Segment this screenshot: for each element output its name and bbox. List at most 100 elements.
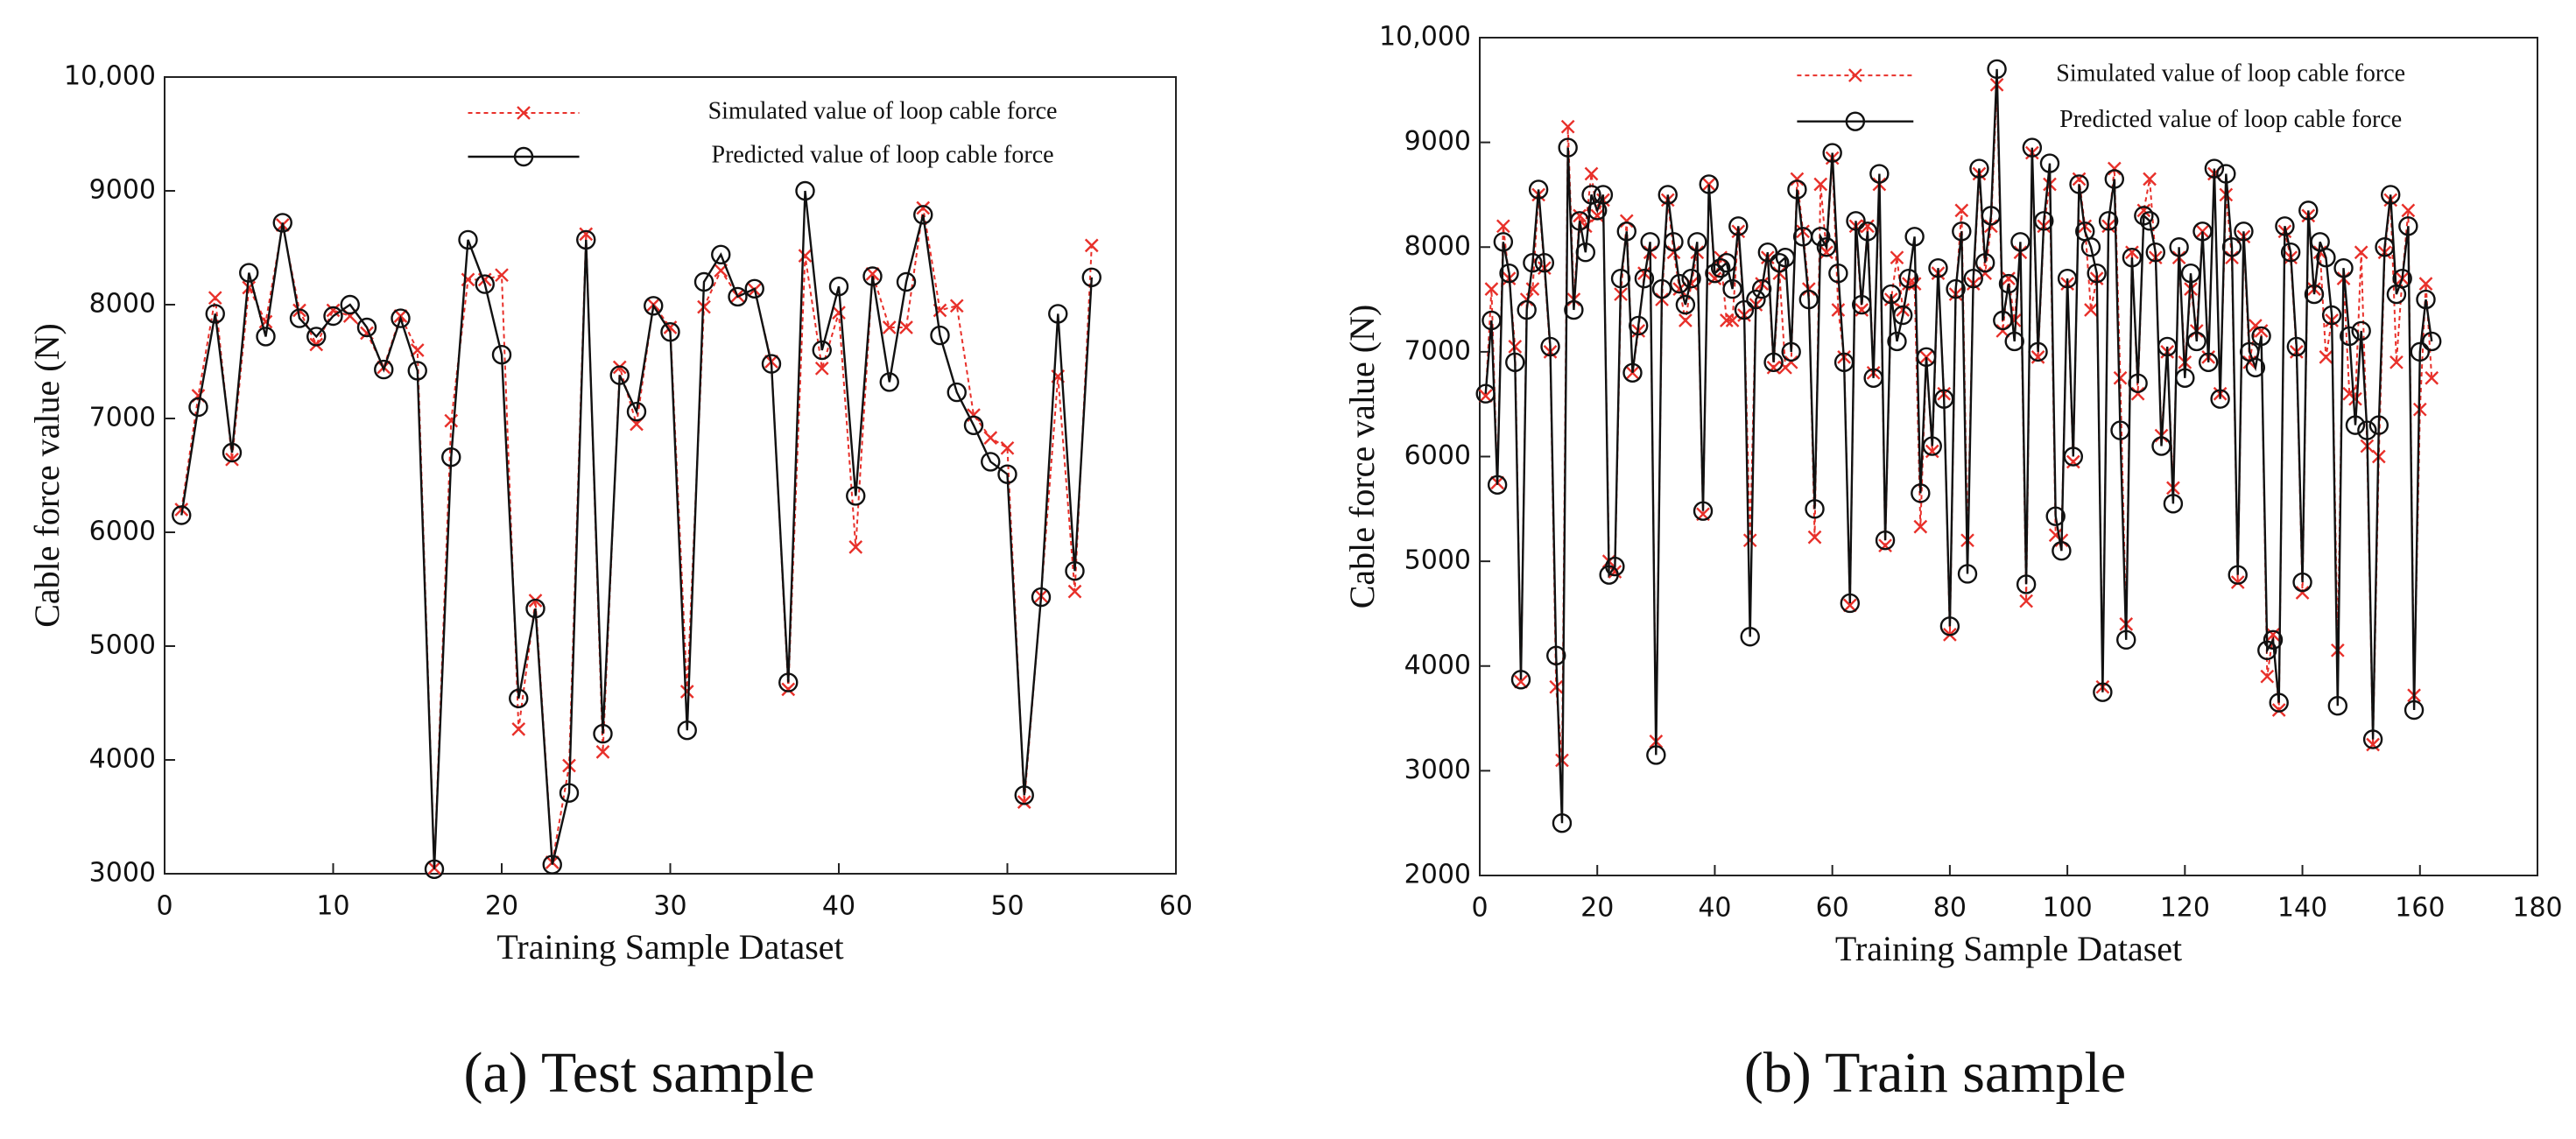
circle-marker: [1981, 206, 2002, 226]
circle-marker: [963, 415, 984, 435]
circle-marker: [1952, 221, 1972, 242]
circle-marker: [644, 296, 664, 316]
x-axis-label: Training Sample Dataset: [496, 927, 843, 967]
x-tick-label: 40: [1698, 893, 1731, 924]
x-marker: [1619, 214, 1634, 229]
circle-marker: [2269, 693, 2289, 713]
circle-marker: [1048, 304, 1068, 324]
x-marker: [2319, 350, 2333, 364]
circle-marker: [1734, 299, 1755, 320]
circle-marker: [913, 205, 933, 225]
x-marker: [1573, 208, 1587, 223]
circle-marker: [1493, 232, 1514, 252]
caption: (a) Test sample: [463, 1041, 814, 1105]
y-tick-label: 7000: [1404, 335, 1471, 366]
x-marker: [1590, 208, 1605, 223]
x-tick-label: 40: [822, 891, 855, 922]
circle-marker: [2410, 341, 2430, 362]
circle-marker: [1669, 273, 1690, 294]
x-marker: [2066, 454, 2080, 469]
circle-marker: [1014, 785, 1034, 805]
circle-marker: [1887, 331, 1907, 352]
circle-marker: [778, 672, 799, 693]
circle-marker: [2145, 243, 2165, 263]
x-marker: [2295, 586, 2310, 600]
series-line: [180, 190, 1093, 869]
circle-marker: [997, 464, 1017, 484]
circle-marker: [1916, 347, 1937, 368]
circle-marker: [2039, 153, 2060, 173]
x-marker: [679, 685, 694, 699]
circle-marker: [356, 317, 377, 338]
circle-marker: [475, 274, 495, 294]
x-tick-label: 20: [1580, 893, 1614, 924]
circle-marker: [1693, 501, 1714, 521]
x-marker: [1514, 674, 1528, 689]
y-tick-label: 6000: [1404, 440, 1471, 471]
circle-marker: [2327, 696, 2348, 716]
x-marker: [1742, 533, 1757, 548]
y-tick-label: 5000: [89, 630, 156, 661]
circle-marker: [2257, 640, 2277, 661]
x-tick-label: 0: [156, 891, 172, 922]
circle-marker: [2221, 237, 2242, 257]
circle-marker: [1622, 362, 1643, 383]
circle-marker: [1722, 278, 1742, 299]
circle-marker: [1993, 310, 2013, 331]
x-tick-label: 180: [2512, 893, 2562, 924]
circle-marker: [1640, 232, 1660, 252]
x-marker: [2084, 303, 2098, 317]
y-axis-label: Cable force value (N): [27, 323, 67, 628]
circle-marker: [2216, 164, 2236, 184]
circle-marker: [2251, 326, 2271, 347]
x-marker: [2107, 161, 2122, 176]
x-marker: [1707, 271, 1722, 285]
circle-marker: [2345, 415, 2366, 435]
x-marker: [1000, 440, 1015, 455]
circle-marker: [1569, 211, 1590, 231]
circle-marker: [1805, 499, 1825, 519]
circle-marker: [1822, 143, 1842, 163]
circle-marker: [2034, 211, 2054, 231]
circle-marker: [239, 263, 259, 283]
circle-marker: [1505, 352, 1525, 373]
y-tick-label: 5000: [1404, 545, 1471, 576]
circle-marker: [1828, 263, 1848, 284]
circle-marker: [1540, 336, 1560, 357]
x-marker: [1549, 679, 1564, 694]
circle-marker: [2362, 729, 2383, 749]
circle-marker: [1869, 164, 1890, 184]
circle-marker: [1898, 268, 1919, 289]
circle-marker: [2139, 211, 2160, 231]
circle-marker: [1664, 232, 1684, 252]
circle-marker: [1963, 268, 1983, 289]
circle-marker: [2080, 237, 2101, 257]
x-marker: [1672, 282, 1687, 296]
circle-marker: [1751, 278, 1772, 299]
circle-marker: [525, 598, 545, 619]
x-marker: [1720, 313, 1734, 327]
x-tick-label: 80: [1933, 893, 1967, 924]
y-tick-label: 10,000: [64, 61, 156, 92]
x-tick-label: 140: [2277, 893, 2327, 924]
circle-marker: [576, 229, 596, 250]
circle-marker: [2192, 221, 2213, 242]
circle-marker: [2116, 629, 2136, 650]
circle-marker: [2404, 700, 2425, 721]
circle-marker: [2063, 446, 2084, 467]
circle-marker: [2087, 263, 2107, 284]
y-axis-label: Cable force value (N): [1342, 305, 1382, 609]
circle-marker: [1857, 221, 1878, 242]
circle-marker: [1987, 59, 2007, 80]
circle-marker: [2004, 331, 2024, 352]
circle-marker: [1675, 294, 1696, 315]
x-marker: [225, 452, 239, 467]
series-line: [1484, 84, 2433, 761]
x-marker: [2031, 350, 2045, 364]
x-marker: [1842, 598, 1857, 613]
circle-marker: [2351, 320, 2371, 341]
x-marker: [208, 291, 222, 306]
circle-marker: [1974, 252, 1995, 273]
x-marker: [1784, 355, 1798, 369]
circle-marker: [391, 308, 411, 328]
